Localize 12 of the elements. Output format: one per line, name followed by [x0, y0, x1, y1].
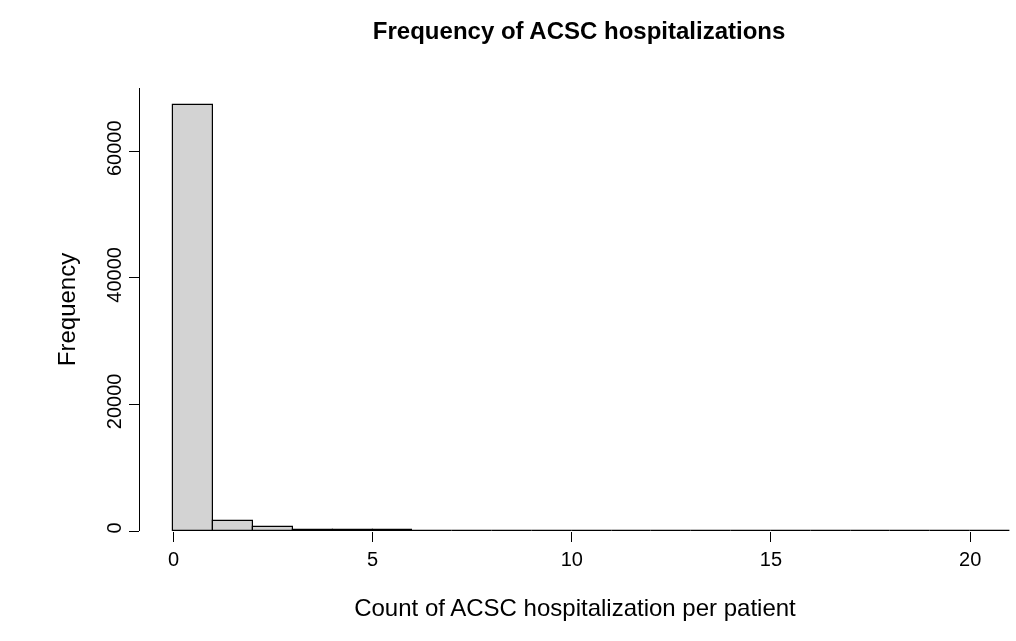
x-tick-label: 10	[560, 548, 583, 570]
x-axis-title: Count of ACSC hospitalization per patient	[354, 594, 797, 622]
x-tick-label: 15	[759, 548, 783, 570]
x-tick-label: 0	[167, 548, 180, 570]
y-tick-label: 20000	[103, 373, 125, 430]
x-tick-label: 20	[959, 548, 982, 570]
y-axis-title: Frequency	[53, 252, 81, 367]
x-tick-label: 5	[367, 548, 379, 570]
chart-title: Frequency of ACSC hospitalizations	[372, 17, 786, 45]
y-tick-label: 60000	[103, 120, 125, 177]
y-tick-label: 40000	[103, 247, 125, 303]
y-tick-label: 0	[103, 522, 125, 534]
